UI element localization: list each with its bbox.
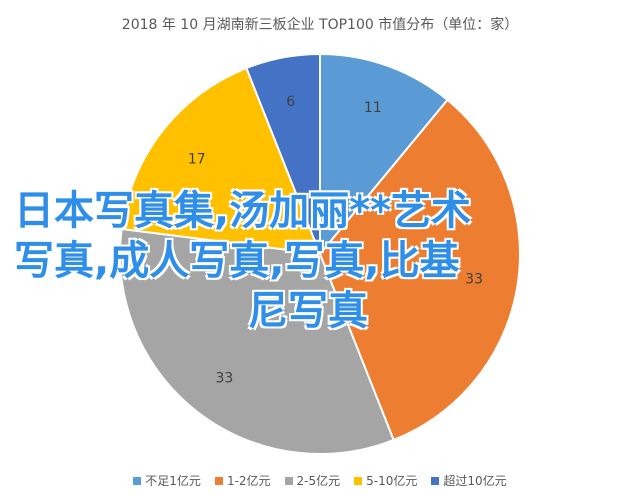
chart-title: 2018 年 10 月湖南新三板企业 TOP100 市值分布（单位：家） [121,17,519,33]
pie-slice-1-2 [318,98,521,442]
data-label-over-10: 6 [286,94,295,110]
data-label-2-5: 33 [215,370,233,386]
pie-slice-5-10 [120,66,322,256]
legend-swatch [214,476,223,485]
pie-slice-under-1 [319,52,449,257]
data-label-under-1: 11 [364,100,382,116]
data-label-1-2: 33 [465,271,483,287]
watermark-line-1: 日本写真集,汤加丽**艺术 [14,188,472,234]
legend-item-5-10: 5-10亿元 [354,472,417,489]
legend-item-1-2: 1-2亿元 [214,472,271,489]
legend-item-under-1: 不足1亿元 [133,472,201,489]
pie-slice-over-10 [245,52,321,255]
legend-label: 5-10亿元 [366,474,418,488]
legend-label: 不足1亿元 [145,474,201,488]
legend-label: 超过10亿元 [443,474,507,488]
legend-swatch [431,476,440,485]
legend-swatch [284,476,293,485]
pie-slice-2-5 [119,227,395,455]
watermark-line-3: 尼写真 [248,288,368,334]
data-label-5-10: 17 [188,151,206,167]
legend-swatch [354,476,363,485]
legend-label: 1-2亿元 [226,474,271,488]
legend-item-over-10: 超过10亿元 [431,472,507,489]
legend-swatch [133,476,142,485]
legend-item-2-5: 2-5亿元 [284,472,341,489]
overlay-watermark-text: 日本写真集,汤加丽**艺术 写真,成人写真,写真,比基 尼写真 [14,186,574,336]
legend-label: 2-5亿元 [296,474,341,488]
watermark-line-2: 写真,成人写真,写真,比基 [14,238,460,284]
legend: 不足1亿元 1-2亿元 2-5亿元 5-10亿元 超过10亿元 [0,472,640,489]
